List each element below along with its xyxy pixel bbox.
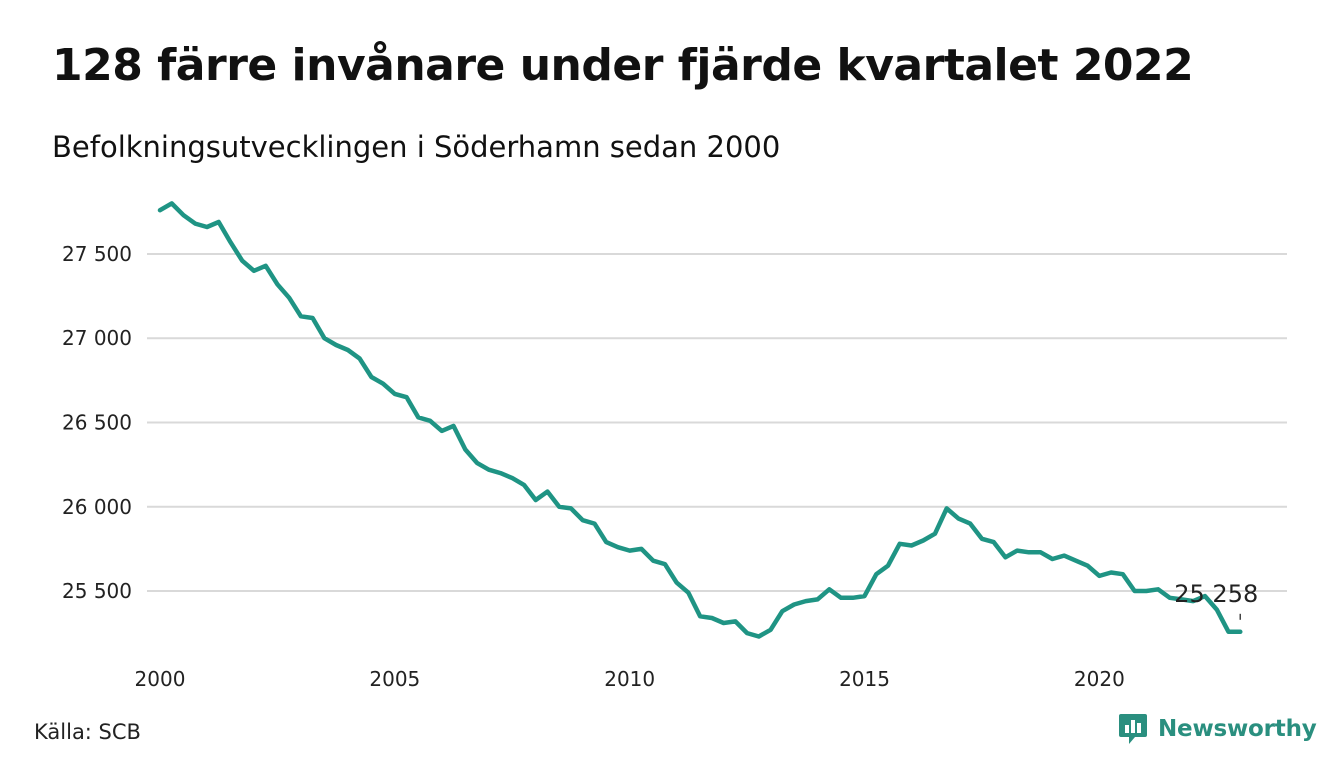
brand-logo: Newsworthy — [1118, 712, 1317, 746]
x-tick-label: 2000 — [135, 667, 186, 691]
bar-chart-speech-bubble-icon — [1119, 714, 1147, 744]
y-tick-label: 25 500 — [62, 579, 132, 603]
x-tick-label: 2020 — [1074, 667, 1125, 691]
y-tick-label: 27 000 — [62, 326, 132, 350]
y-tick-label: 26 500 — [62, 411, 132, 435]
source-note: Källa: SCB — [34, 720, 141, 744]
brand-name: Newsworthy — [1158, 716, 1317, 742]
end-value-label: 25 258 — [1174, 580, 1258, 608]
y-tick-label: 26 000 — [62, 495, 132, 519]
chart-subtitle: Befolkningsutvecklingen i Söderhamn seda… — [52, 130, 781, 164]
series-line — [157, 201, 1243, 639]
x-tick-label: 2010 — [604, 667, 655, 691]
chart-title: 128 färre invånare under fjärde kvartale… — [52, 40, 1194, 91]
x-tick-label: 2005 — [369, 667, 420, 691]
y-tick-label: 27 500 — [62, 242, 132, 266]
x-tick-label: 2015 — [839, 667, 890, 691]
